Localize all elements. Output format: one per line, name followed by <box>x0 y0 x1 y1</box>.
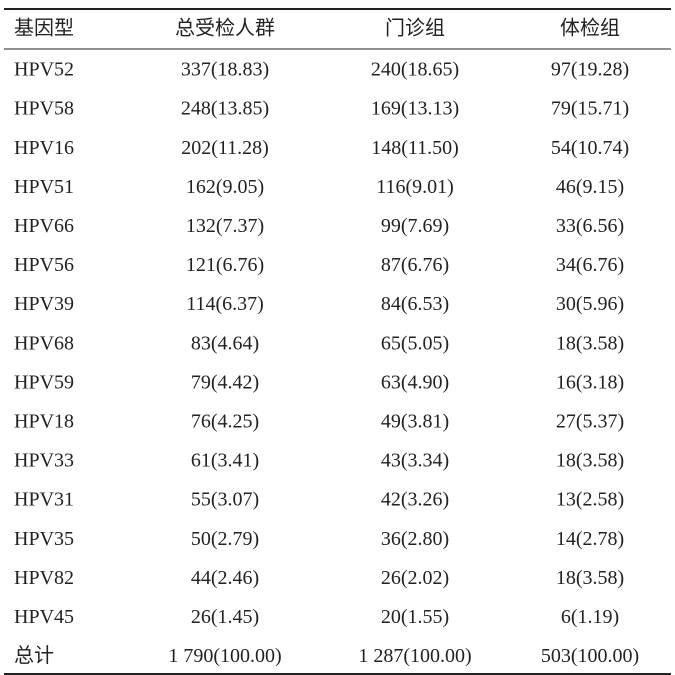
cell: 65(5.05) <box>381 332 449 354</box>
cell: 248(13.85) <box>181 98 269 120</box>
row-label: HPV51 <box>14 176 74 198</box>
cell: 202(11.28) <box>181 137 269 159</box>
row-label: HPV52 <box>14 59 74 81</box>
cell: 50(2.79) <box>191 528 259 550</box>
cell: 26(1.45) <box>191 606 259 628</box>
cell: 503(100.00) <box>541 645 639 667</box>
cell: 49(3.81) <box>381 410 449 432</box>
cell: 63(4.90) <box>381 371 449 393</box>
cell: 76(4.25) <box>191 410 259 432</box>
cell: 13(2.58) <box>556 489 624 511</box>
row-label: HPV16 <box>14 137 74 159</box>
cell: 162(9.05) <box>186 176 264 198</box>
cell: 61(3.41) <box>191 450 259 472</box>
cell: 18(3.58) <box>556 567 624 589</box>
row-label: HPV56 <box>14 254 74 276</box>
row-label: HPV33 <box>14 450 74 472</box>
cell: 87(6.76) <box>381 254 449 276</box>
cell: 18(3.58) <box>556 332 624 354</box>
cell: 42(3.26) <box>381 489 449 511</box>
cell: 337(18.83) <box>181 59 269 81</box>
header-cell: 体检组 <box>560 17 620 40</box>
cell: 240(18.65) <box>371 59 459 81</box>
cell: 83(4.64) <box>191 332 259 354</box>
cell: 14(2.78) <box>556 528 624 550</box>
cell: 34(6.76) <box>556 254 624 276</box>
cell: 18(3.58) <box>556 450 624 472</box>
row-label: HPV58 <box>14 98 74 120</box>
cell: 20(1.55) <box>381 606 449 628</box>
cell: 79(15.71) <box>551 98 629 120</box>
cell: 6(1.19) <box>561 606 619 628</box>
cell: 46(9.15) <box>556 176 624 198</box>
cell: 30(5.96) <box>556 293 624 315</box>
cell: 16(3.18) <box>556 371 624 393</box>
cell: 116(9.01) <box>376 176 454 198</box>
row-label: HPV66 <box>14 215 74 237</box>
cell: 169(13.13) <box>371 98 459 120</box>
row-label: HPV68 <box>14 332 74 354</box>
row-label: HPV39 <box>14 293 74 315</box>
cell: 99(7.69) <box>381 215 449 237</box>
row-label: 总计 <box>14 644 54 667</box>
cell: 44(2.46) <box>191 567 259 589</box>
cell: 43(3.34) <box>381 450 449 472</box>
cell: 84(6.53) <box>381 293 449 315</box>
cell: 36(2.80) <box>381 528 449 550</box>
header-cell: 总受检人群 <box>175 17 275 40</box>
cell: 55(3.07) <box>191 489 259 511</box>
row-label: HPV31 <box>14 489 74 511</box>
cell: 148(11.50) <box>371 137 459 159</box>
row-label: HPV45 <box>14 606 74 628</box>
row-label: HPV82 <box>14 567 74 589</box>
header-cell: 门诊组 <box>385 17 445 40</box>
cell: 97(19.28) <box>551 59 629 81</box>
cell: 121(6.76) <box>186 254 264 276</box>
cell: 1 287(100.00) <box>358 645 471 667</box>
cell: 132(7.37) <box>186 215 264 237</box>
header-cell: 基因型 <box>14 17 74 40</box>
cell: 54(10.74) <box>551 137 629 159</box>
cell: 1 790(100.00) <box>168 645 281 667</box>
cell: 27(5.37) <box>556 410 624 432</box>
cell: 26(2.02) <box>381 567 449 589</box>
cell: 33(6.56) <box>556 215 624 237</box>
row-label: HPV18 <box>14 410 74 432</box>
cell: 114(6.37) <box>186 293 264 315</box>
row-label: HPV35 <box>14 528 74 550</box>
cell: 79(4.42) <box>191 371 259 393</box>
row-label: HPV59 <box>14 371 74 393</box>
